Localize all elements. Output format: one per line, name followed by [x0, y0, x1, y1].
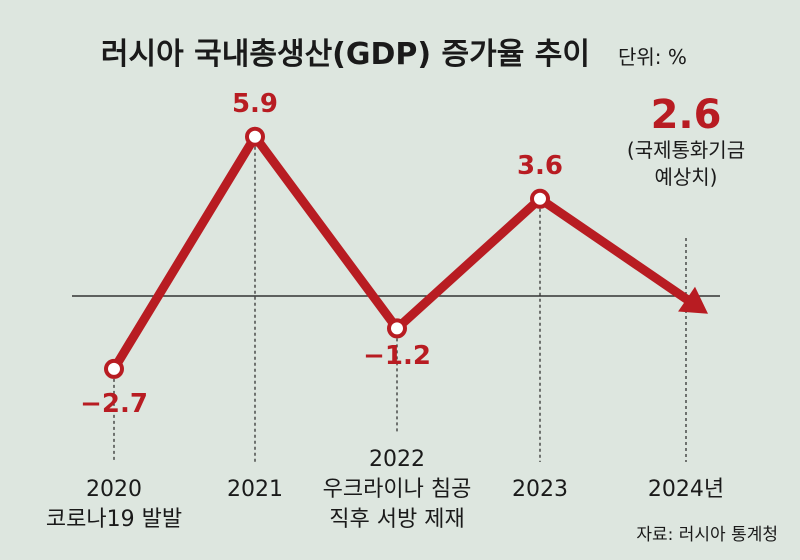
forecast-note-line-1: (국제통화기금 — [627, 138, 745, 162]
x-tick-label-2022-0: 2022 — [369, 447, 425, 472]
value-label-2022: −1.2 — [363, 341, 431, 371]
value-label-2023: 3.6 — [517, 151, 563, 181]
value-label-2020: −2.7 — [80, 389, 148, 419]
x-tick-label-2022-1: 우크라이나 침공 — [323, 477, 472, 502]
value-label-2024: 2.6 — [651, 92, 722, 138]
source-note: 자료: 러시아 통계청 — [636, 525, 778, 545]
data-point-2021 — [245, 126, 265, 147]
unit-label: 단위: % — [618, 45, 687, 69]
x-tick-label-2020-1: 코로나19 발발 — [46, 507, 182, 532]
x-tick-label-2024-0: 2024년 — [648, 477, 724, 502]
value-label-2021: 5.9 — [232, 89, 278, 119]
forecast-line — [535, 194, 692, 304]
x-tick-label-2020-0: 2020 — [86, 477, 142, 502]
forecast-note-line-2: 예상치) — [654, 165, 717, 189]
data-point-2022 — [387, 318, 407, 339]
x-tick-label-2023-0: 2023 — [512, 477, 568, 502]
data-point-2023 — [530, 188, 550, 209]
gdp-series-line — [109, 132, 545, 374]
forecast-arrowhead — [678, 286, 708, 314]
chart-title: 러시아 국내총생산(GDP) 증가율 추이 — [101, 37, 590, 72]
x-tick-label-2021-0: 2021 — [227, 477, 283, 502]
data-point-2020 — [104, 358, 124, 379]
x-tick-label-2022-2: 직후 서방 제재 — [329, 507, 464, 532]
